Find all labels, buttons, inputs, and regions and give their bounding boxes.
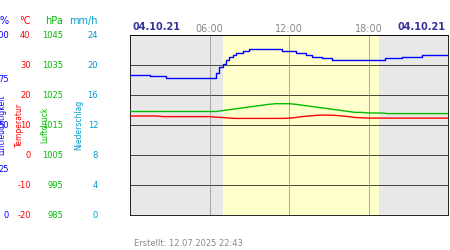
Text: hPa: hPa [45,16,63,26]
Text: °C: °C [19,16,31,26]
Text: 1025: 1025 [42,90,63,100]
Text: 25: 25 [0,166,9,174]
Text: Niederschlag: Niederschlag [74,100,83,150]
Bar [223,35,379,215]
Text: 20: 20 [88,60,98,70]
Text: Luftfeuchtigkeit: Luftfeuchtigkeit [0,95,6,155]
Text: Luftdruck: Luftdruck [40,107,50,143]
Text: 12: 12 [88,120,98,130]
Bar [130,35,223,215]
Text: 40: 40 [20,30,31,40]
Text: 30: 30 [20,60,31,70]
Text: -10: -10 [17,180,31,190]
Text: 0: 0 [93,210,98,220]
Text: 20: 20 [20,90,31,100]
Text: 4: 4 [93,180,98,190]
Bar [379,35,448,215]
Text: Temperatur: Temperatur [15,103,24,147]
Text: 985: 985 [47,210,63,220]
Text: 1005: 1005 [42,150,63,160]
Text: 100: 100 [0,30,9,40]
Text: 0: 0 [4,210,9,220]
Text: 1035: 1035 [42,60,63,70]
Text: 75: 75 [0,76,9,84]
Text: 8: 8 [93,150,98,160]
Text: -20: -20 [17,210,31,220]
Text: 0: 0 [25,150,31,160]
Text: 995: 995 [47,180,63,190]
Text: Erstellt: 12.07.2025 22:43: Erstellt: 12.07.2025 22:43 [135,238,243,248]
Text: 1015: 1015 [42,120,63,130]
Text: 16: 16 [87,90,98,100]
Text: mm/h: mm/h [70,16,98,26]
Text: 1045: 1045 [42,30,63,40]
Text: %: % [0,16,9,26]
Text: 04.10.21: 04.10.21 [398,22,446,32]
Text: 50: 50 [0,120,9,130]
Text: 24: 24 [88,30,98,40]
Text: 04.10.21: 04.10.21 [132,22,180,32]
Text: 10: 10 [20,120,31,130]
